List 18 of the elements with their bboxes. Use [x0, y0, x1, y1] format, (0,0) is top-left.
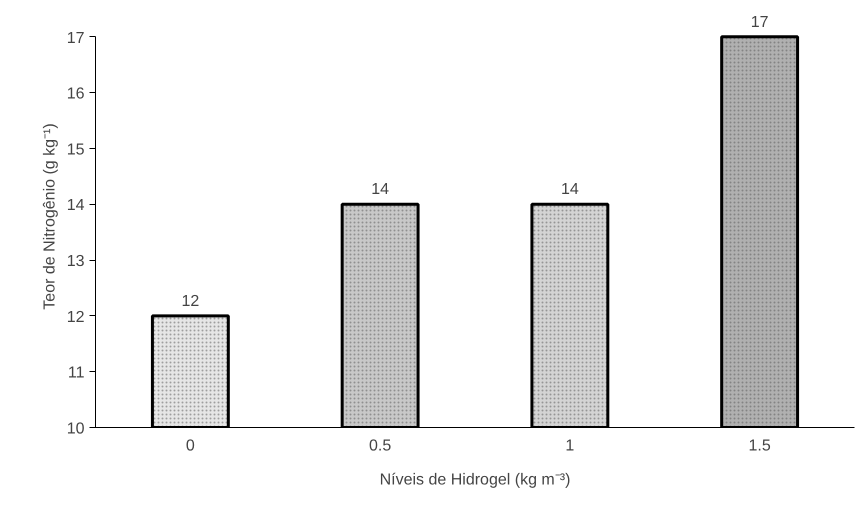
x-tick-label: 1: [565, 438, 574, 454]
x-tick-label: 0: [186, 438, 195, 454]
data-label: 12: [181, 292, 200, 310]
y-tick-label: 13: [66, 253, 85, 270]
y-tick-label: 15: [66, 141, 85, 158]
data-label: 17: [750, 14, 769, 31]
y-axis-title: Teor de Nitrogênio (g kg⁻¹): [42, 123, 59, 310]
data-label: 14: [371, 181, 390, 198]
y-tick-label: 16: [66, 86, 85, 103]
y-tick-label: 10: [66, 420, 85, 438]
x-axis-title: Níveis de Hidrogel (kg m⁻³): [380, 472, 570, 488]
y-tick-label: 11: [68, 364, 85, 382]
y-tick-label: 14: [66, 197, 85, 214]
x-tick-label: 0.5: [369, 438, 392, 454]
data-label: 14: [560, 181, 579, 198]
x-tick-label: 1.5: [748, 438, 771, 454]
y-tick-label: 12: [66, 308, 85, 326]
y-tick-label: 17: [66, 30, 85, 47]
